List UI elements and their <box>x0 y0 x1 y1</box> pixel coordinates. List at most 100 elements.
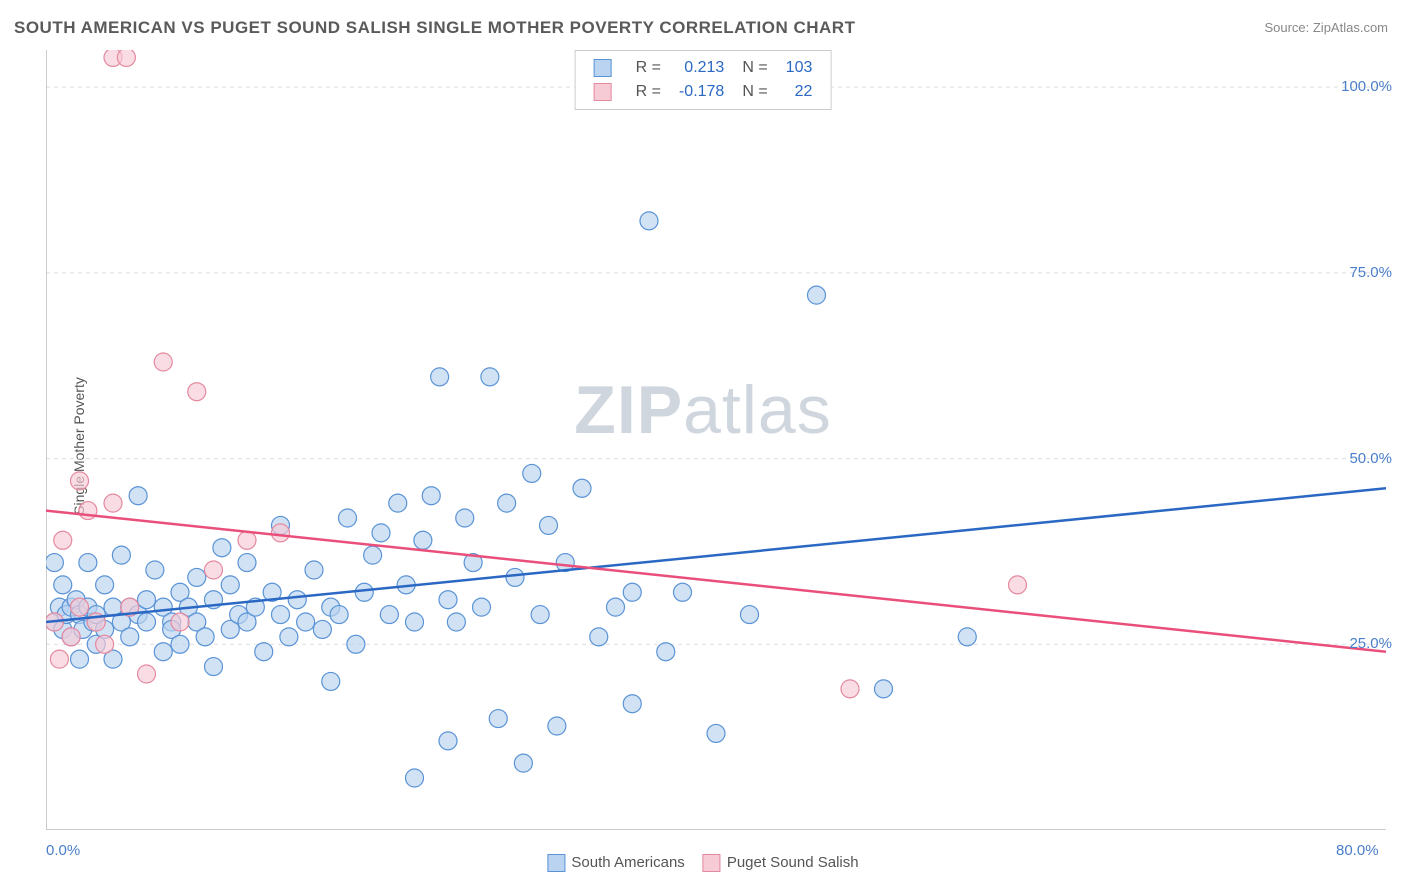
n-label: N = <box>734 57 775 79</box>
data-point <box>280 628 298 646</box>
y-tick-label: 50.0% <box>1349 450 1392 467</box>
correlation-row: R =-0.178N =22 <box>586 81 821 103</box>
data-point <box>406 613 424 631</box>
legend-swatch <box>594 83 612 101</box>
data-point <box>422 487 440 505</box>
data-point <box>238 531 256 549</box>
legend-swatch <box>703 854 721 872</box>
data-point <box>272 524 290 542</box>
data-point <box>121 628 139 646</box>
data-point <box>71 472 89 490</box>
data-point <box>322 672 340 690</box>
data-point <box>657 643 675 661</box>
data-point <box>146 561 164 579</box>
data-point <box>439 591 457 609</box>
data-point <box>54 531 72 549</box>
x-tick-label: 80.0% <box>1336 842 1379 859</box>
data-point <box>456 509 474 527</box>
data-point <box>498 494 516 512</box>
data-point <box>875 680 893 698</box>
data-point <box>71 598 89 616</box>
data-point <box>506 568 524 586</box>
data-point <box>741 606 759 624</box>
r-value: 0.213 <box>671 57 732 79</box>
data-point <box>196 628 214 646</box>
data-point <box>272 606 290 624</box>
data-point <box>347 635 365 653</box>
data-point <box>62 628 80 646</box>
data-point <box>607 598 625 616</box>
data-point <box>380 606 398 624</box>
r-value: -0.178 <box>671 81 732 103</box>
legend-label: South Americans <box>571 854 684 871</box>
data-point <box>171 635 189 653</box>
scatter-plot <box>46 50 1386 830</box>
y-tick-label: 25.0% <box>1349 635 1392 652</box>
data-point <box>288 591 306 609</box>
data-point <box>958 628 976 646</box>
data-point <box>640 212 658 230</box>
data-point <box>355 583 373 601</box>
correlation-row: R =0.213N =103 <box>586 57 821 79</box>
data-point <box>117 50 135 66</box>
legend-item: South Americans <box>547 854 684 872</box>
data-point <box>71 650 89 668</box>
data-point <box>138 613 156 631</box>
legend-label: Puget Sound Salish <box>727 854 859 871</box>
data-point <box>573 479 591 497</box>
y-tick-label: 100.0% <box>1341 78 1392 95</box>
data-point <box>389 494 407 512</box>
data-point <box>54 576 72 594</box>
data-point <box>439 732 457 750</box>
source-credit: Source: ZipAtlas.com <box>1264 20 1388 35</box>
data-point <box>171 613 189 631</box>
data-point <box>372 524 390 542</box>
data-point <box>138 591 156 609</box>
data-point <box>313 620 331 638</box>
data-point <box>154 353 172 371</box>
data-point <box>96 576 114 594</box>
data-point <box>79 554 97 572</box>
data-point <box>623 583 641 601</box>
data-point <box>531 606 549 624</box>
data-point <box>489 710 507 728</box>
data-point <box>364 546 382 564</box>
data-point <box>188 383 206 401</box>
data-point <box>213 539 231 557</box>
data-point <box>674 583 692 601</box>
data-point <box>96 635 114 653</box>
data-point <box>297 613 315 631</box>
correlation-legend: R =0.213N =103R =-0.178N =22 <box>575 50 832 110</box>
data-point <box>473 598 491 616</box>
series-legend: South Americans Puget Sound Salish <box>547 854 858 872</box>
data-point <box>205 561 223 579</box>
data-point <box>50 650 68 668</box>
data-point <box>1009 576 1027 594</box>
r-label: R = <box>628 81 669 103</box>
data-point <box>238 554 256 572</box>
data-point <box>154 643 172 661</box>
data-point <box>188 568 206 586</box>
data-point <box>540 516 558 534</box>
data-point <box>255 643 273 661</box>
chart-title: SOUTH AMERICAN VS PUGET SOUND SALISH SIN… <box>14 18 855 38</box>
data-point <box>339 509 357 527</box>
correlation-table: R =0.213N =103R =-0.178N =22 <box>584 55 823 105</box>
data-point <box>138 665 156 683</box>
data-point <box>808 286 826 304</box>
data-point <box>205 658 223 676</box>
data-point <box>707 724 725 742</box>
legend-swatch <box>594 59 612 77</box>
data-point <box>129 487 147 505</box>
n-value: 22 <box>778 81 821 103</box>
data-point <box>590 628 608 646</box>
data-point <box>523 464 541 482</box>
legend-swatch <box>547 854 565 872</box>
x-tick-label: 0.0% <box>46 842 80 859</box>
data-point <box>548 717 566 735</box>
n-value: 103 <box>778 57 821 79</box>
data-point <box>305 561 323 579</box>
data-point <box>841 680 859 698</box>
y-tick-label: 75.0% <box>1349 264 1392 281</box>
data-point <box>104 494 122 512</box>
